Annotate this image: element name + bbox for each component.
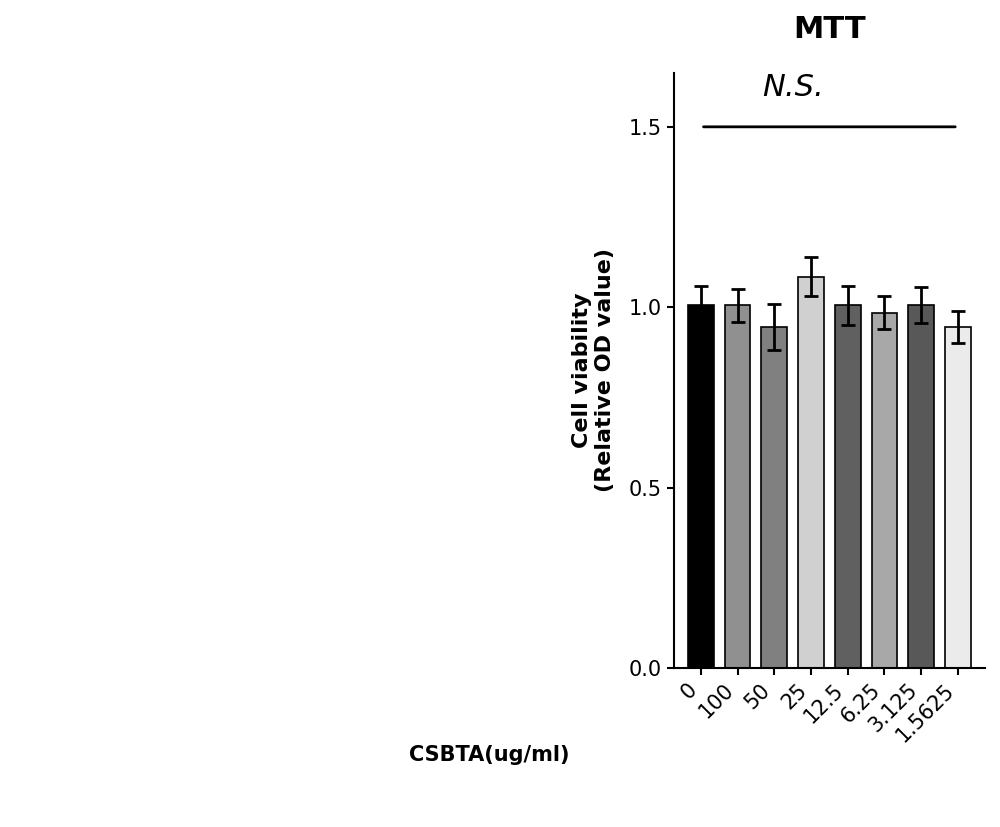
Title: MTT: MTT: [793, 15, 866, 44]
Bar: [798, 276, 824, 668]
Text: N.S.: N.S.: [762, 73, 824, 102]
Y-axis label: Cell viability
(Relative OD value): Cell viability (Relative OD value): [572, 248, 615, 492]
Text: CSBTA(ug/ml): CSBTA(ug/ml): [409, 745, 570, 765]
Bar: [725, 305, 750, 668]
Bar: [761, 327, 787, 668]
Bar: [908, 305, 934, 668]
Bar: [872, 313, 897, 668]
Bar: [688, 305, 714, 668]
Bar: [945, 327, 971, 668]
Bar: [835, 305, 861, 668]
